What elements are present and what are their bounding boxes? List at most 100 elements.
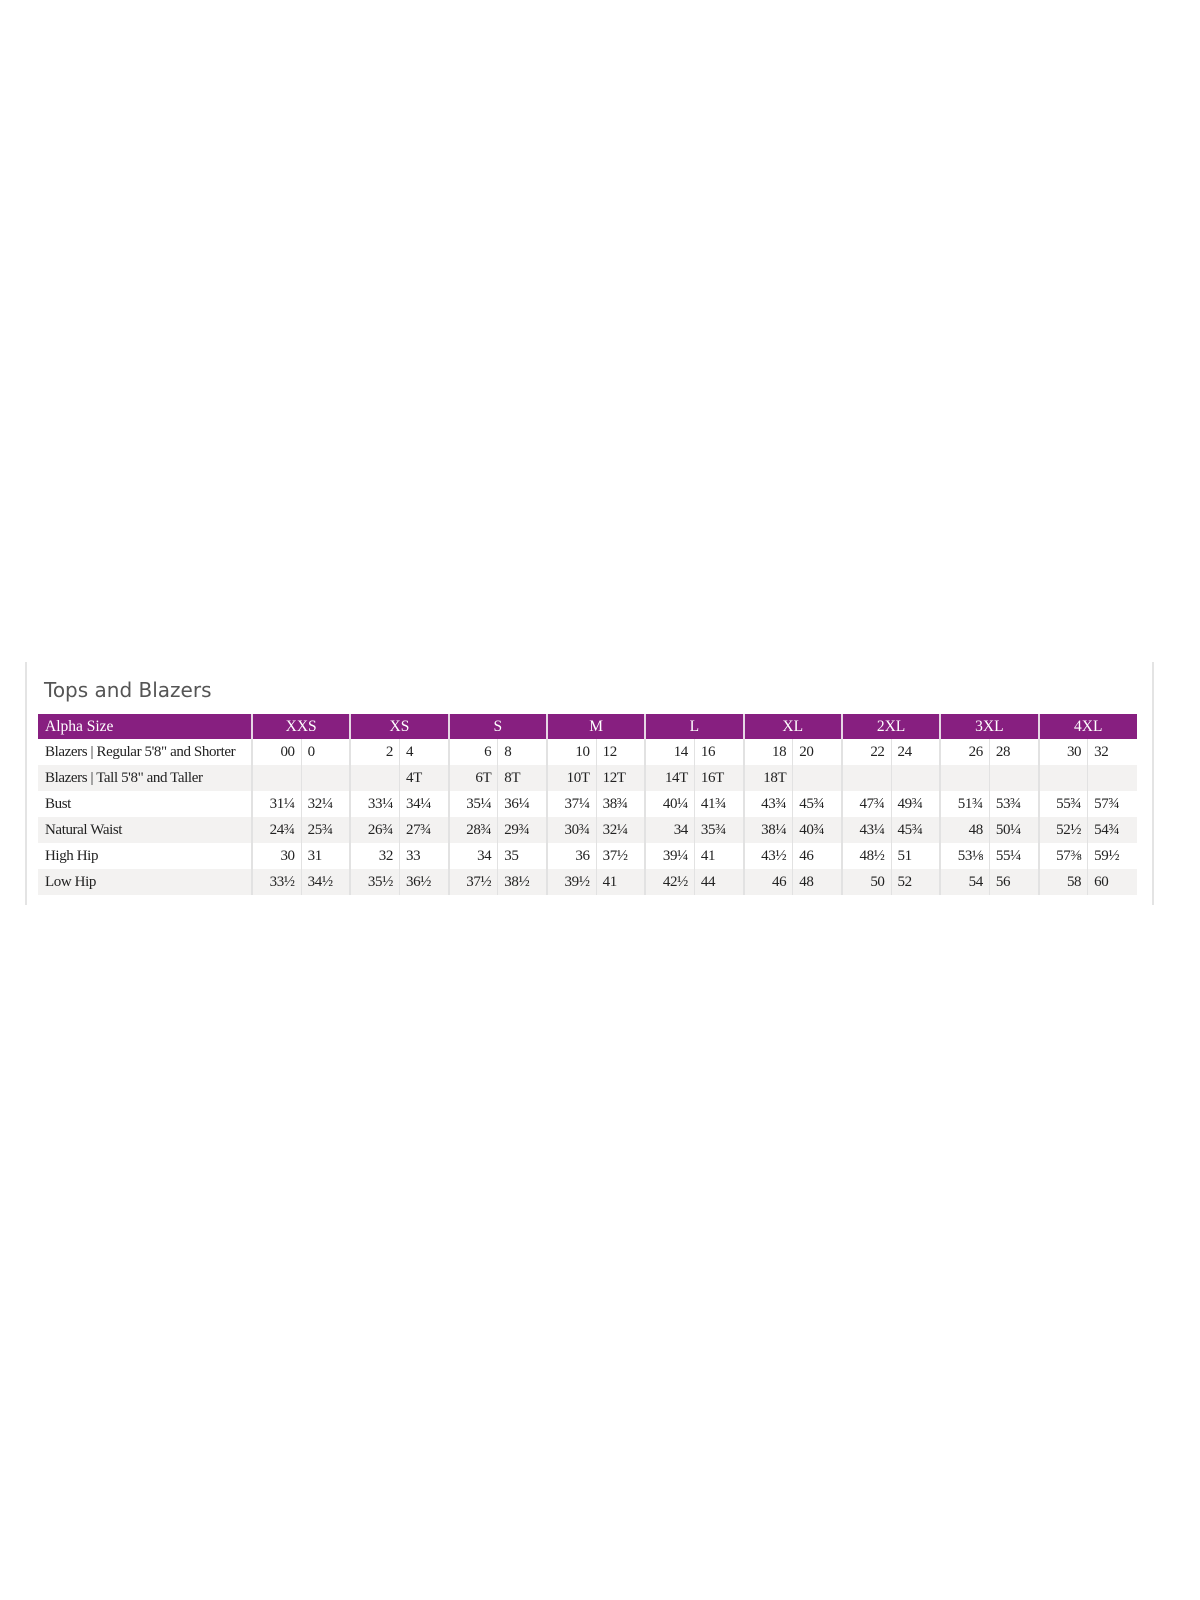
row-label: Blazers | Regular 5'8" and Shorter	[45, 743, 236, 760]
row-label: Bust	[45, 795, 71, 812]
table-cell: 36½	[398, 869, 449, 895]
table-cell: 4	[398, 739, 449, 765]
table-cell: 48	[939, 817, 990, 843]
table-cell: 16T	[693, 765, 744, 791]
size-header-xl: XL	[742, 714, 842, 739]
table-cell: 35	[497, 843, 547, 869]
size-header-m: M	[545, 714, 646, 739]
table-cell: 58	[1037, 869, 1088, 895]
table-cell	[1087, 765, 1137, 791]
table-cell: 14	[644, 739, 695, 765]
table-cell: 41	[693, 843, 744, 869]
table-cell: 38¼	[742, 817, 793, 843]
table-cell: 0	[300, 739, 351, 765]
table-cell: 44	[693, 869, 744, 895]
table-cell: 43½	[742, 843, 793, 869]
header-label: Alpha Size	[38, 714, 252, 739]
table-cell: 35½	[349, 869, 400, 895]
table-cell: 12	[595, 739, 646, 765]
table-cell: 8T	[497, 765, 547, 791]
table-cell	[250, 765, 302, 791]
table-cell: 10	[545, 739, 597, 765]
table-cell: 51¾	[939, 791, 990, 817]
table-cell: 20	[792, 739, 842, 765]
table-cell: 32¼	[595, 817, 646, 843]
table-cell	[300, 765, 351, 791]
table-cell: 45¾	[890, 817, 941, 843]
table-cell: 40¼	[644, 791, 695, 817]
table-row: Bust 31¼ 32¼ 33¼ 34¼ 35¼ 36¼ 37¼ 38¾ 40¼ 41¾ 43¾ 45¾…	[38, 791, 1137, 817]
table-cell: 12T	[595, 765, 646, 791]
table-cell: 32¼	[300, 791, 351, 817]
table-cell: 47¾	[840, 791, 892, 817]
table-cell: 00	[250, 739, 302, 765]
row-label: High Hip	[45, 847, 99, 864]
table-cell: 24¾	[250, 817, 302, 843]
table-cell: 26¾	[349, 817, 400, 843]
table-cell: 40¾	[792, 817, 842, 843]
table-cell: 55¾	[1037, 791, 1088, 817]
table-cell	[939, 765, 990, 791]
table-cell: 57¾	[1087, 791, 1137, 817]
table-cell: 52½	[1037, 817, 1088, 843]
table-cell: 35¼	[447, 791, 498, 817]
table-cell: 30	[250, 843, 302, 869]
table-cell: 38½	[497, 869, 547, 895]
table-cell: 36	[545, 843, 597, 869]
table-cell	[840, 765, 892, 791]
table-cell: 52	[890, 869, 941, 895]
table-cell: 33½	[250, 869, 302, 895]
table-cell: 37½	[595, 843, 646, 869]
table-cell: 41	[595, 869, 646, 895]
table-cell: 25¾	[300, 817, 351, 843]
table-cell: 35¾	[693, 817, 744, 843]
size-header-2xl: 2XL	[840, 714, 941, 739]
table-cell: 49¾	[890, 791, 941, 817]
table-cell: 4T	[398, 765, 449, 791]
table-cell	[792, 765, 842, 791]
table-row: Blazers | Tall 5'8" and Taller 4T 6T 8T 10T 1…	[38, 765, 1137, 791]
table-cell: 53⅛	[939, 843, 990, 869]
table-cell: 22	[840, 739, 892, 765]
row-label: Natural Waist	[38, 817, 252, 843]
table-row: Blazers | Regular 5'8" and Shorter 00 0 2 4 6…	[38, 739, 1137, 765]
size-chart-table: Alpha Size XXS XS S M L XL 2XL 3XL 4XL Blazers |…	[38, 714, 1137, 895]
table-cell: 60	[1087, 869, 1137, 895]
size-chart-panel	[25, 662, 1154, 905]
table-cell: 27¾	[398, 817, 449, 843]
size-header-4xl: 4XL	[1037, 714, 1137, 739]
table-cell: 34	[644, 817, 695, 843]
table-cell: 39¼	[644, 843, 695, 869]
table-cell: 42½	[644, 869, 695, 895]
table-cell: 33¼	[349, 791, 400, 817]
table-cell: 34	[447, 843, 498, 869]
table-cell: 10T	[545, 765, 597, 791]
table-cell	[890, 765, 941, 791]
table-cell: 46	[742, 869, 793, 895]
table-cell: 59½	[1087, 843, 1137, 869]
table-cell: 6	[447, 739, 498, 765]
table-cell: 28	[988, 739, 1039, 765]
table-cell: 31	[300, 843, 351, 869]
table-cell: 30	[1037, 739, 1088, 765]
table-cell: 32	[1087, 739, 1137, 765]
table-cell: 50¼	[988, 817, 1039, 843]
table-cell: 48½	[840, 843, 892, 869]
table-cell: 2	[349, 739, 400, 765]
header-row: Alpha Size XXS XS S M L XL 2XL 3XL 4XL	[38, 714, 1137, 739]
table-cell: 33	[398, 843, 449, 869]
table-row: Natural Waist 24¾ 25¾ 26¾ 27¾ 28¾ 29¾ 30¾ 32¼ 34 3…	[38, 817, 1137, 843]
table-cell: 18	[742, 739, 793, 765]
table-cell: 39½	[545, 869, 597, 895]
table-cell: 34½	[300, 869, 351, 895]
size-header-3xl: 3XL	[939, 714, 1039, 739]
table-cell: 50	[840, 869, 892, 895]
table-cell: 54¾	[1087, 817, 1137, 843]
size-header-s: S	[447, 714, 547, 739]
table-cell: 36¼	[497, 791, 547, 817]
table-cell: 56	[988, 869, 1039, 895]
table-cell: 29¾	[497, 817, 547, 843]
table-cell: 31¼	[250, 791, 302, 817]
table-cell: 54	[939, 869, 990, 895]
row-label: Blazers | Tall 5'8" and Taller	[38, 765, 252, 791]
